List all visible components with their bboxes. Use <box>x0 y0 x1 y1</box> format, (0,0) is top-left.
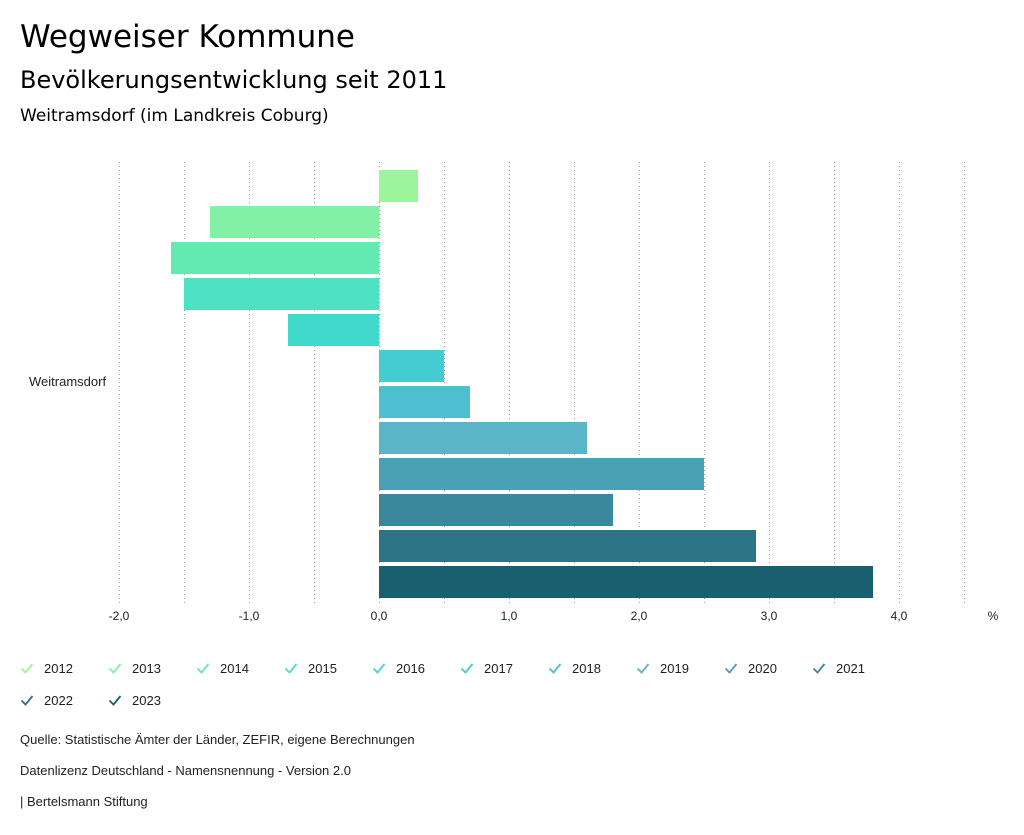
legend: 2012 2013 2014 2015 2016 2017 2018 2019 2020 2021… <box>20 658 920 710</box>
license-note: Datenlizenz Deutschland - Namensnennung … <box>20 763 351 778</box>
axis-unit-label: % <box>988 609 999 623</box>
legend-label: 2023 <box>132 692 161 708</box>
x-tick-label: 3,0 <box>761 609 778 623</box>
bar-2017[interactable] <box>379 350 444 382</box>
checkmark-icon <box>372 663 386 674</box>
legend-label: 2016 <box>396 660 425 676</box>
x-tick-label: -2,0 <box>109 609 130 623</box>
legend-label: 2017 <box>484 660 513 676</box>
checkmark-icon <box>20 663 34 674</box>
x-axis-ticks: -2,0 -1,0 0,0 1,0 2,0 3,0 4,0 <box>109 609 908 623</box>
x-tick-label: 2,0 <box>631 609 648 623</box>
legend-item-2019[interactable]: 2019 <box>636 658 724 678</box>
bar-2020[interactable] <box>379 458 704 490</box>
checkmark-icon <box>108 695 122 706</box>
bar-2021[interactable] <box>379 494 613 526</box>
legend-item-2016[interactable]: 2016 <box>372 658 460 678</box>
legend-item-2023[interactable]: 2023 <box>108 690 196 710</box>
checkmark-icon <box>108 663 122 674</box>
checkmark-icon <box>548 663 562 674</box>
legend-label: 2013 <box>132 660 161 676</box>
x-tick-label: 1,0 <box>501 609 518 623</box>
source-note: Quelle: Statistische Ämter der Länder, Z… <box>20 732 415 747</box>
legend-label: 2020 <box>748 660 777 676</box>
legend-item-2012[interactable]: 2012 <box>20 658 108 678</box>
region-label: Weitramsdorf (im Landkreis Coburg) <box>20 106 329 126</box>
legend-item-2013[interactable]: 2013 <box>108 658 196 678</box>
bar-2014[interactable] <box>171 242 379 274</box>
legend-label: 2019 <box>660 660 689 676</box>
checkmark-icon <box>284 663 298 674</box>
bar-2012[interactable] <box>379 170 418 202</box>
bars <box>171 170 873 598</box>
category-label: Weitramsdorf <box>29 374 106 389</box>
checkmark-icon <box>812 663 826 674</box>
chart-title: Wegweiser Kommune <box>20 19 355 55</box>
legend-item-2014[interactable]: 2014 <box>196 658 284 678</box>
legend-label: 2021 <box>836 660 865 676</box>
chart-subtitle: Bevölkerungsentwicklung seit 2011 <box>20 66 448 94</box>
legend-item-2021[interactable]: 2021 <box>812 658 900 678</box>
bar-2023[interactable] <box>379 566 873 598</box>
legend-label: 2015 <box>308 660 337 676</box>
legend-label: 2022 <box>44 692 73 708</box>
legend-item-2018[interactable]: 2018 <box>548 658 636 678</box>
bar-2016[interactable] <box>288 314 379 346</box>
bar-2015[interactable] <box>184 278 379 310</box>
x-tick-label: 4,0 <box>891 609 908 623</box>
legend-item-2017[interactable]: 2017 <box>460 658 548 678</box>
bar-2022[interactable] <box>379 530 756 562</box>
publisher-note: | Bertelsmann Stiftung <box>20 794 148 809</box>
legend-item-2020[interactable]: 2020 <box>724 658 812 678</box>
legend-item-2015[interactable]: 2015 <box>284 658 372 678</box>
bar-2018[interactable] <box>379 386 470 418</box>
legend-label: 2012 <box>44 660 73 676</box>
bar-2019[interactable] <box>379 422 587 454</box>
x-tick-label: -1,0 <box>239 609 260 623</box>
checkmark-icon <box>196 663 210 674</box>
bar-2013[interactable] <box>210 206 379 238</box>
checkmark-icon <box>460 663 474 674</box>
bar-chart: -2,0 -1,0 0,0 1,0 2,0 3,0 4,0 Weitramsdorf % <box>29 162 999 623</box>
legend-label: 2014 <box>220 660 249 676</box>
checkmark-icon <box>636 663 650 674</box>
legend-label: 2018 <box>572 660 601 676</box>
checkmark-icon <box>724 663 738 674</box>
checkmark-icon <box>20 695 34 706</box>
legend-item-2022[interactable]: 2022 <box>20 690 108 710</box>
x-tick-label: 0,0 <box>371 609 388 623</box>
